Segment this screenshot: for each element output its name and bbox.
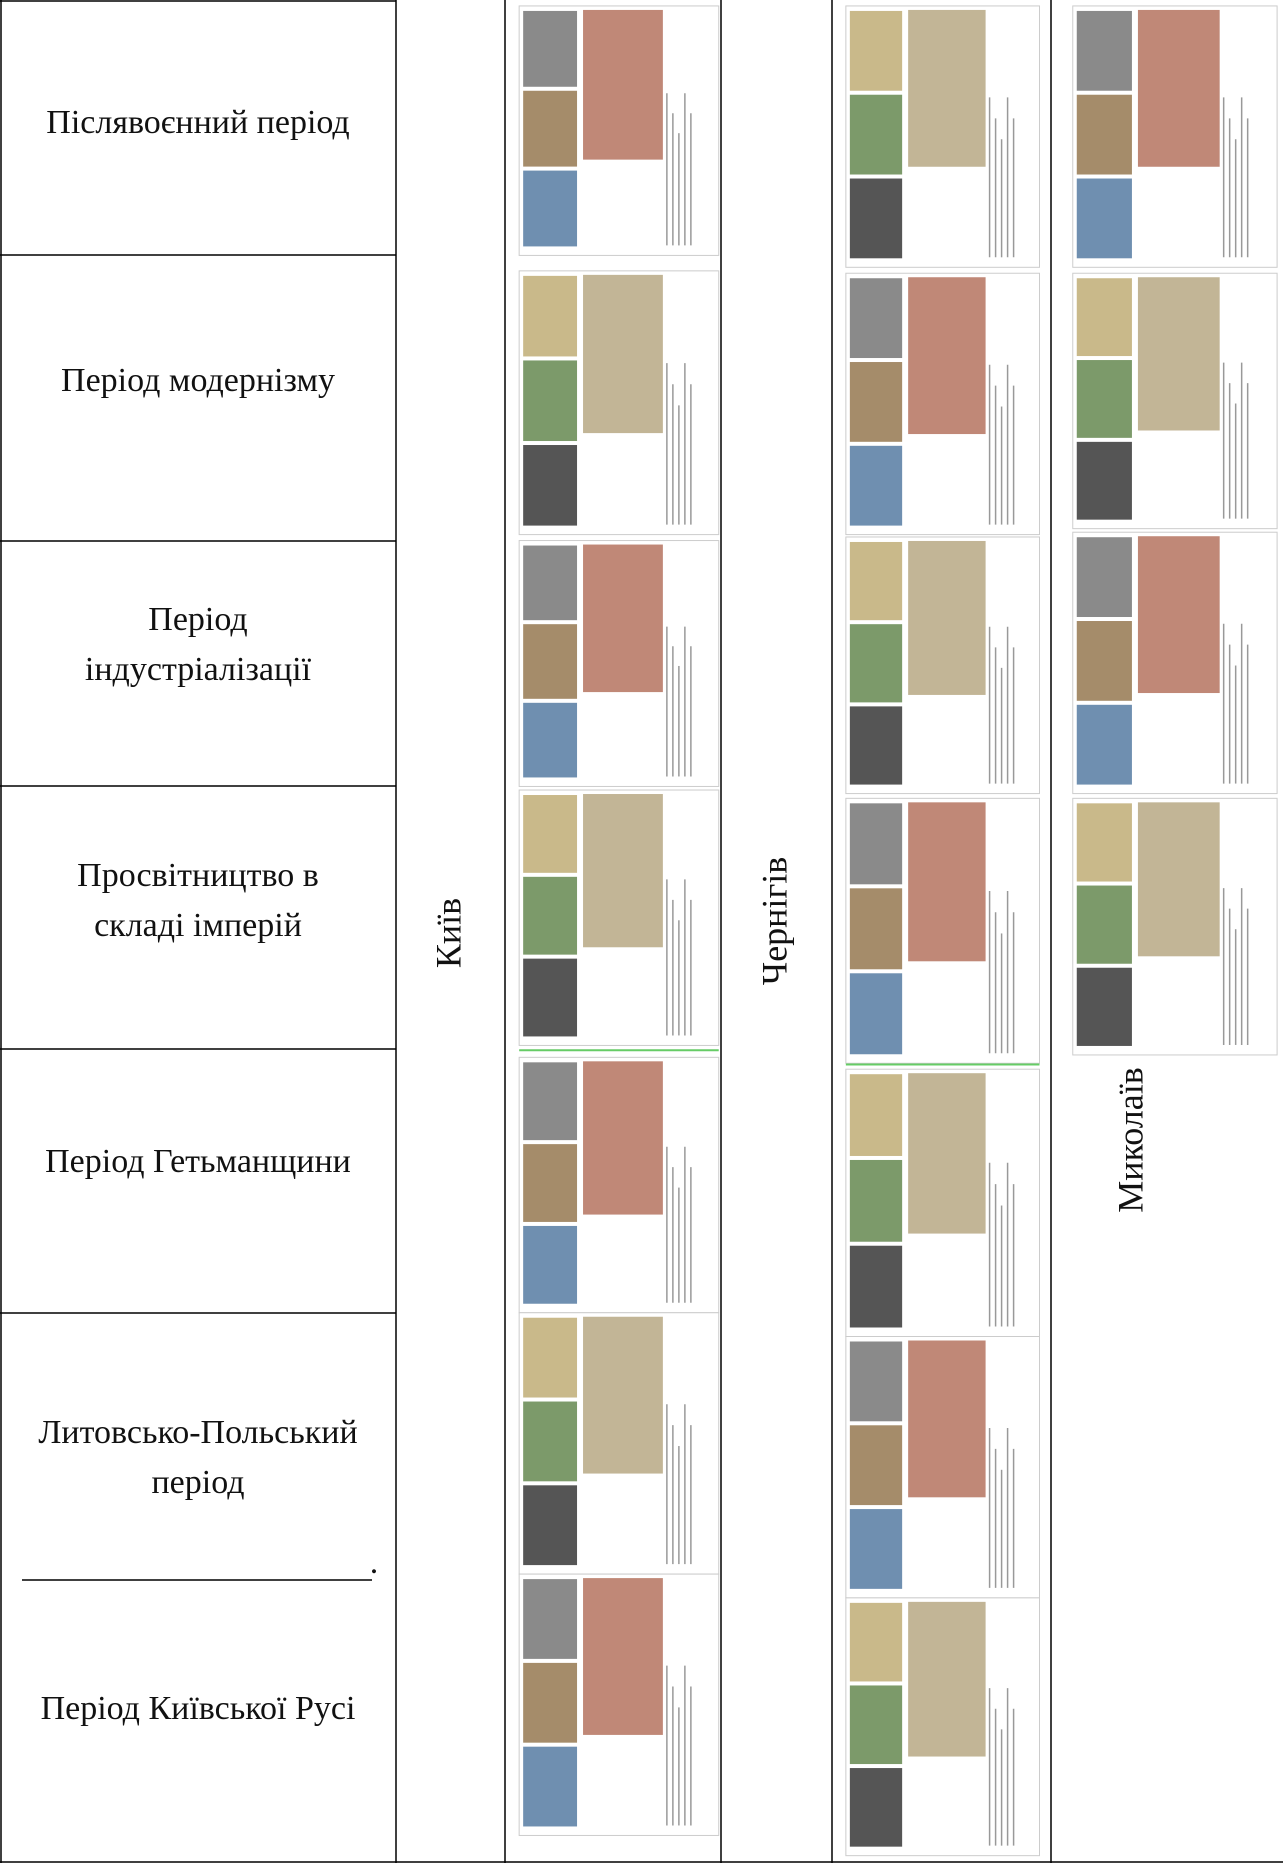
thumbnail <box>1076 441 1132 520</box>
thumbnail <box>849 1685 903 1765</box>
thumbnail <box>849 1245 903 1328</box>
thumbnail <box>523 1485 578 1566</box>
main-image <box>1137 277 1220 431</box>
period-label: Період модернізму <box>61 362 335 399</box>
main-image <box>583 1316 663 1474</box>
thumbnail <box>523 360 578 442</box>
thumbnail <box>849 888 903 970</box>
thumbnail <box>523 1317 578 1398</box>
thumbnail <box>523 1746 578 1827</box>
thumbnail <box>523 1662 578 1743</box>
city-label: Миколаїв <box>1110 1067 1150 1212</box>
period-label: Період Гетьманщини <box>45 1143 351 1180</box>
thumbnail <box>523 1579 578 1659</box>
thumbnail <box>523 1401 578 1482</box>
main-image <box>583 794 663 948</box>
thumbnail <box>849 1425 903 1506</box>
thumbnail <box>523 1062 578 1141</box>
thumbnail <box>1076 94 1132 175</box>
thumbnail <box>523 795 578 873</box>
period-label: Період Київської Русі <box>41 1690 356 1727</box>
thumbnail <box>849 362 903 442</box>
thumbnail <box>1076 885 1132 964</box>
period-label: Період індустріалізації <box>85 601 312 688</box>
thumbnail <box>523 1225 578 1304</box>
main-image <box>1137 9 1220 167</box>
thumbnail <box>523 1144 578 1222</box>
thumbnail <box>849 1159 903 1242</box>
thumbnail <box>1076 10 1132 91</box>
thumbnail <box>849 624 903 703</box>
period-label: Післявоєнний період <box>46 104 349 141</box>
thumbnail <box>1076 537 1132 618</box>
thumbnail <box>523 876 578 955</box>
thumbnail <box>1076 803 1132 882</box>
thumbnail <box>1076 360 1132 438</box>
main-image <box>1137 536 1220 694</box>
underline-mark: . <box>370 1544 379 1581</box>
main-image <box>583 1578 663 1735</box>
main-image <box>583 274 663 434</box>
thumbnail <box>849 1602 903 1682</box>
thumbnail <box>849 445 903 526</box>
main-image <box>908 1340 986 1498</box>
thumbnail <box>849 706 903 785</box>
thumbnail <box>849 1768 903 1847</box>
thumbnail <box>1076 621 1132 701</box>
main-image <box>583 9 663 160</box>
main-image <box>1137 802 1220 957</box>
thumbnail <box>849 178 903 259</box>
main-image <box>908 802 986 962</box>
main-image <box>908 277 986 435</box>
thumbnail <box>523 275 578 357</box>
thumbnail <box>523 170 578 247</box>
thumbnail <box>523 445 578 526</box>
thumbnail <box>849 94 903 175</box>
thumbnail <box>849 973 903 1055</box>
main-image <box>583 1061 663 1215</box>
thumbnail <box>849 1341 903 1422</box>
thumbnail <box>523 90 578 167</box>
thumbnail <box>849 278 903 359</box>
thumbnail <box>523 10 578 87</box>
main-image <box>908 540 986 695</box>
thumbnail <box>1076 178 1132 259</box>
thumbnail <box>523 545 578 621</box>
thumbnail <box>523 624 578 699</box>
city-label: Київ <box>428 898 468 968</box>
thumbnail <box>849 803 903 885</box>
main-image <box>908 1601 986 1757</box>
thumbnail <box>1076 967 1132 1046</box>
thumbnail <box>1076 704 1132 785</box>
main-image <box>908 9 986 167</box>
main-image <box>583 544 663 693</box>
thumbnail <box>1076 278 1132 357</box>
period-label: Литовсько-Польський період <box>38 1414 357 1501</box>
thumbnail <box>523 958 578 1037</box>
city-label: Чернігів <box>754 857 794 985</box>
thumbnail <box>849 1074 903 1156</box>
thumbnail <box>849 541 903 621</box>
main-image <box>908 1073 986 1234</box>
image-panels <box>518 5 1278 1857</box>
thumbnail <box>849 10 903 91</box>
thumbnail <box>523 702 578 778</box>
period-label: Просвітництво в складі імперій <box>77 857 319 944</box>
thumbnail <box>849 1509 903 1589</box>
